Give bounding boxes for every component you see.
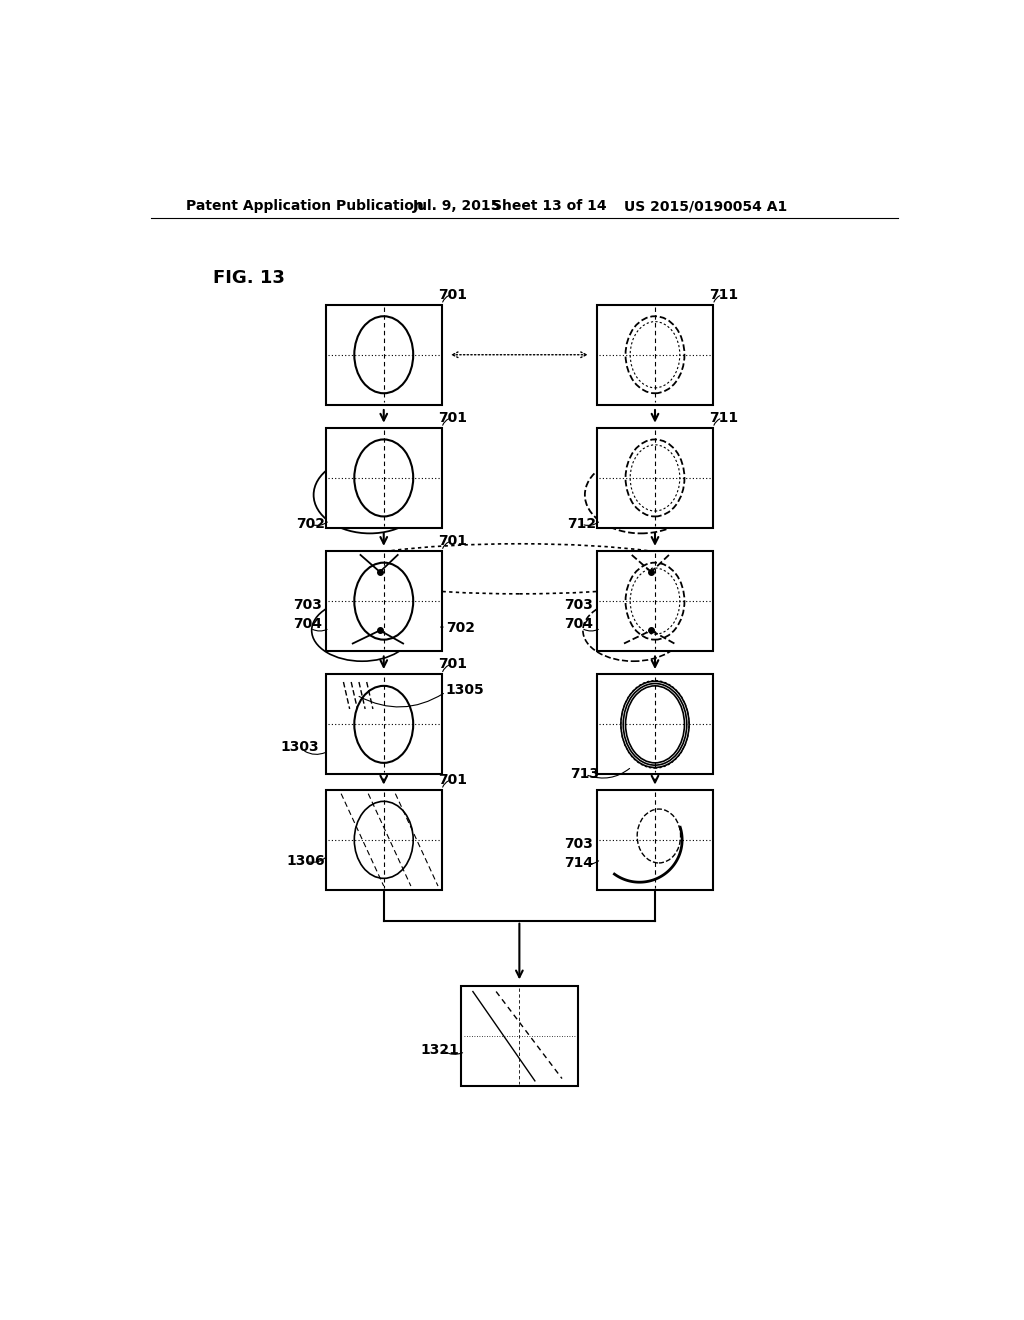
Text: 703: 703 [293,598,322,612]
Bar [597,428,713,528]
Text: 1306: 1306 [287,854,326,869]
Text: 704: 704 [564,618,593,631]
Text: 1305: 1305 [445,682,484,697]
Text: Jul. 9, 2015: Jul. 9, 2015 [414,199,502,213]
Text: 1303: 1303 [281,741,319,755]
Text: Patent Application Publication: Patent Application Publication [186,199,424,213]
Text: 701: 701 [438,657,467,672]
Text: 713: 713 [569,767,599,781]
Bar [597,675,713,775]
Text: 702: 702 [296,517,326,531]
Text: 711: 711 [710,411,738,425]
Text: 701: 701 [438,535,467,548]
Bar [326,789,442,890]
Text: 703: 703 [564,837,593,850]
Text: 711: 711 [710,288,738,302]
Bar [597,305,713,405]
Bar [597,789,713,890]
Text: 714: 714 [564,855,594,870]
Text: Sheet 13 of 14: Sheet 13 of 14 [493,199,607,213]
Text: 712: 712 [567,517,597,531]
Text: 702: 702 [445,622,475,635]
Text: US 2015/0190054 A1: US 2015/0190054 A1 [624,199,787,213]
Bar [326,305,442,405]
Text: 704: 704 [293,618,323,631]
Bar [461,986,578,1086]
Text: 701: 701 [438,288,467,302]
Text: 1321: 1321 [420,1043,459,1057]
Bar [326,675,442,775]
Bar [326,428,442,528]
Text: 701: 701 [438,772,467,787]
Text: 701: 701 [438,411,467,425]
Text: FIG. 13: FIG. 13 [213,269,285,286]
Bar [326,552,442,651]
Text: 703: 703 [564,598,593,612]
Bar [597,552,713,651]
